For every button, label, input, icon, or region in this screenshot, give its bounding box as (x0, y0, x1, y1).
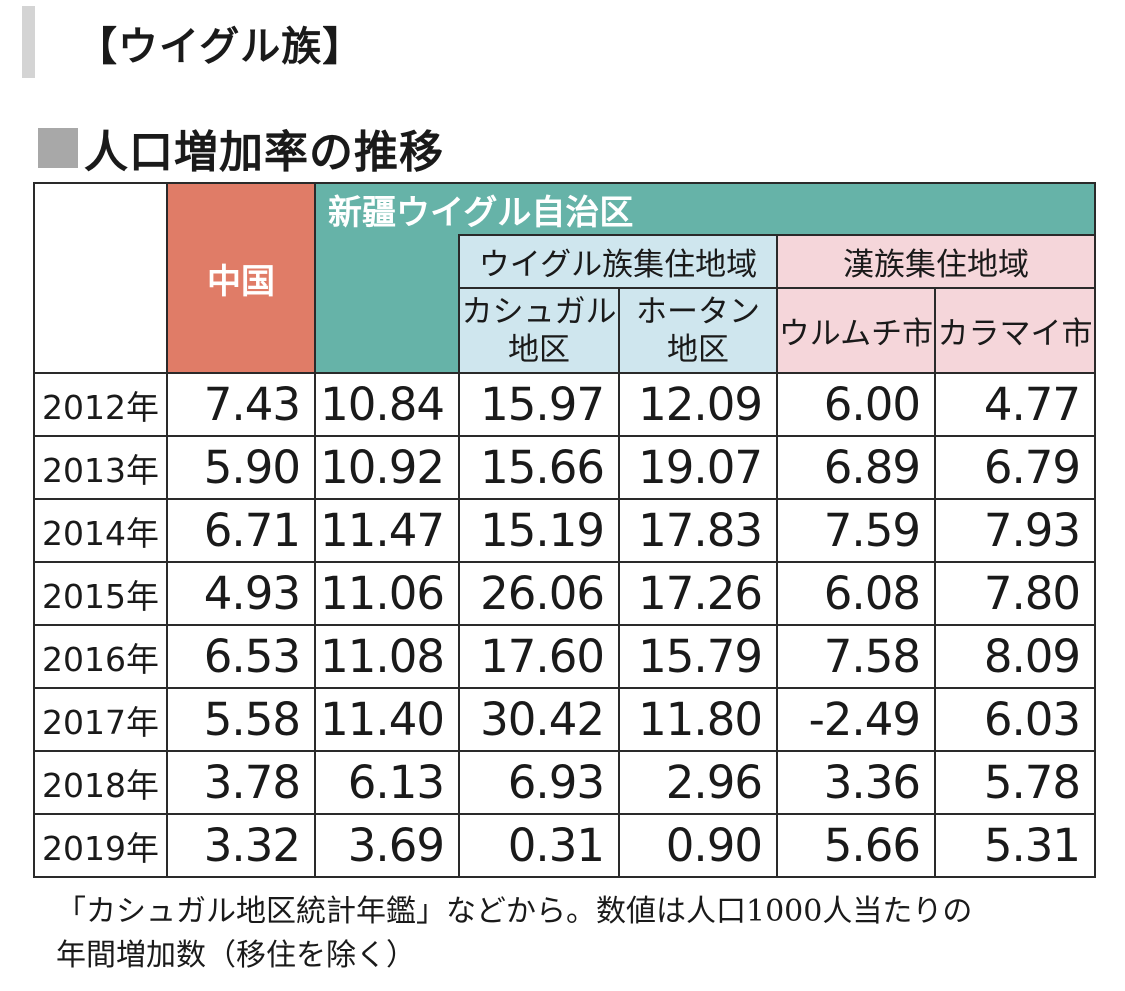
source-note-line2: 年間増加数（移住を除く） (56, 938, 416, 973)
value-cell: 7.58 (776, 624, 936, 689)
value-cell: 6.13 (314, 750, 460, 815)
section-title: 【ウイグル族】 (77, 24, 364, 70)
value-cell: 26.06 (458, 561, 620, 626)
population-growth-table: 中国 新疆ウイグル自治区 ウイグル族集住地域 漢族集住地域 カシュガル 地区 ホ… (33, 182, 1097, 878)
value-cell: 12.09 (618, 372, 778, 437)
section-header: 【ウイグル族】 (22, 6, 1115, 78)
value-cell: 5.78 (933, 750, 1097, 815)
header-urumqi: ウルムチ市 (776, 287, 936, 374)
value-cell: 17.83 (618, 498, 778, 563)
value-cell: 19.07 (618, 435, 778, 500)
year-cell: 2018年 (33, 750, 168, 815)
header-hotan-line1: ホータン (636, 293, 760, 330)
table-body: 2012年 7.43 10.84 15.97 12.09 6.00 4.77 2013年 5.9… (33, 372, 1097, 878)
value-cell: 6.89 (776, 435, 936, 500)
value-cell: 5.90 (166, 435, 316, 500)
year-cell: 2019年 (33, 813, 168, 878)
value-cell: 3.78 (166, 750, 316, 815)
header-kashgar-line1: カシュガル (461, 293, 617, 330)
value-cell: 10.92 (314, 435, 460, 500)
value-cell: 6.53 (166, 624, 316, 689)
square-bullet-icon (38, 128, 78, 168)
value-cell: 11.08 (314, 624, 460, 689)
header-uyghur-region: ウイグル族集住地域 (458, 234, 778, 289)
value-cell: 3.69 (314, 813, 460, 878)
source-note: 「カシュガル地区統計年鑑」などから。数値は人口1000人当たりの 年間増加数（移… (56, 890, 1106, 978)
header-karamay: カラマイ市 (933, 287, 1097, 374)
value-cell: 6.71 (166, 498, 316, 563)
value-cell: -2.49 (776, 687, 936, 752)
value-cell: 6.79 (933, 435, 1097, 500)
corner-cell (33, 182, 168, 374)
year-cell: 2014年 (33, 498, 168, 563)
value-cell: 6.03 (933, 687, 1097, 752)
year-cell: 2012年 (33, 372, 168, 437)
year-cell: 2016年 (33, 624, 168, 689)
value-cell: 6.08 (776, 561, 936, 626)
header-kashgar: カシュガル 地区 (458, 287, 620, 374)
table-row: 2016年 6.53 11.08 17.60 15.79 7.58 8.09 (33, 624, 1097, 689)
header-hotan: ホータン 地区 (618, 287, 778, 374)
header-kashgar-line2: 地区 (508, 331, 570, 368)
table-title-text: 人口増加率の推移 (84, 127, 444, 178)
value-cell: 3.32 (166, 813, 316, 878)
table-row: 2015年 4.93 11.06 26.06 17.26 6.08 7.80 (33, 561, 1097, 626)
table-row: 2017年 5.58 11.40 30.42 11.80 -2.49 6.03 (33, 687, 1097, 752)
value-cell: 15.79 (618, 624, 778, 689)
value-cell: 5.31 (933, 813, 1097, 878)
value-cell: 7.43 (166, 372, 316, 437)
header-hotan-line2: 地区 (667, 331, 729, 368)
header-han-region: 漢族集住地域 (775, 234, 1097, 289)
value-cell: 0.90 (618, 813, 778, 878)
table-row: 2012年 7.43 10.84 15.97 12.09 6.00 4.77 (33, 372, 1097, 437)
value-cell: 10.84 (314, 372, 460, 437)
value-cell: 11.47 (314, 498, 460, 563)
value-cell: 0.31 (458, 813, 620, 878)
value-cell: 17.26 (618, 561, 778, 626)
header-xinjiang-total (314, 235, 460, 374)
value-cell: 4.77 (933, 372, 1097, 437)
value-cell: 11.06 (314, 561, 460, 626)
value-cell: 15.66 (458, 435, 620, 500)
value-cell: 3.36 (776, 750, 936, 815)
value-cell: 15.97 (458, 372, 620, 437)
table-row: 2019年 3.32 3.69 0.31 0.90 5.66 5.31 (33, 813, 1097, 878)
value-cell: 5.58 (166, 687, 316, 752)
value-cell: 5.66 (776, 813, 936, 878)
header-china: 中国 (166, 182, 316, 374)
value-cell: 6.00 (776, 372, 936, 437)
year-cell: 2013年 (33, 435, 168, 500)
value-cell: 7.59 (776, 498, 936, 563)
table-row: 2018年 3.78 6.13 6.93 2.96 3.36 5.78 (33, 750, 1097, 815)
value-cell: 15.19 (458, 498, 620, 563)
header-xinjiang: 新疆ウイグル自治区 (313, 182, 1097, 235)
value-cell: 30.42 (458, 687, 620, 752)
table-title: 人口増加率の推移 (38, 116, 444, 180)
value-cell: 7.80 (933, 561, 1097, 626)
year-cell: 2015年 (33, 561, 168, 626)
value-cell: 11.80 (618, 687, 778, 752)
value-cell: 11.40 (314, 687, 460, 752)
year-cell: 2017年 (33, 687, 168, 752)
source-note-line1: 「カシュガル地区統計年鑑」などから。数値は人口1000人当たりの (56, 894, 973, 929)
value-cell: 7.93 (933, 498, 1097, 563)
table-row: 2013年 5.90 10.92 15.66 19.07 6.89 6.79 (33, 435, 1097, 500)
value-cell: 4.93 (166, 561, 316, 626)
value-cell: 17.60 (458, 624, 620, 689)
value-cell: 6.93 (458, 750, 620, 815)
value-cell: 8.09 (933, 624, 1097, 689)
table-row: 2014年 6.71 11.47 15.19 17.83 7.59 7.93 (33, 498, 1097, 563)
value-cell: 2.96 (618, 750, 778, 815)
